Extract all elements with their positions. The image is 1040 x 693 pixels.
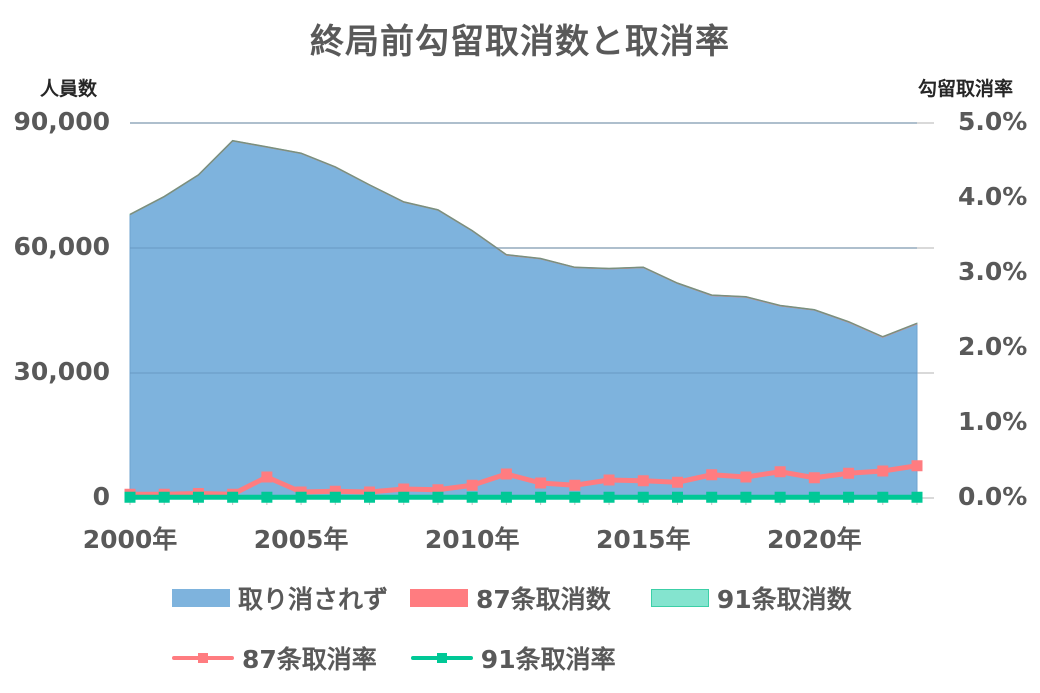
gridlines-overlay (130, 122, 917, 374)
chart-title: 終局前勾留取消数と取消率 (310, 22, 730, 62)
left-axis-tick: 30,000 (13, 357, 110, 386)
left-axis-tick: 90,000 (13, 107, 110, 136)
x-axis-tick: 2010年 (424, 525, 520, 554)
x-axis-tick: 2000年 (82, 525, 178, 554)
legend-item-91-count[interactable]: 91条取消数 (650, 580, 852, 616)
left-axis-title: 人員数 (40, 78, 98, 100)
line-series (124, 460, 923, 503)
line-marker-swatch-icon (172, 650, 234, 666)
area-series (129, 139, 918, 499)
right-axis-tick: 4.0% (958, 182, 1028, 211)
x-axis-tick: 2020年 (767, 525, 862, 554)
line-marker-swatch-icon (410, 650, 473, 666)
right-axis-tick: 1.0% (958, 407, 1028, 436)
area-swatch-icon (172, 589, 230, 607)
legend-item-87-rate[interactable]: 87条取消率 (172, 640, 377, 676)
legend-item-not-cancelled[interactable]: 取り消されず (172, 580, 388, 616)
right-axis-tick: 3.0% (958, 257, 1028, 286)
legend-row-2: 87条取消率 91条取消率 (172, 640, 638, 676)
area-0 (129, 140, 918, 499)
legend-row-1: 取り消されず 87条取消数 91条取消数 (172, 580, 874, 616)
line-0 (130, 463, 918, 497)
left-axis-tick: 60,000 (13, 232, 110, 261)
right-axis-tick: 5.0% (958, 107, 1028, 136)
legend-item-87-count[interactable]: 87条取消数 (410, 580, 611, 616)
area-swatch-icon (410, 589, 469, 607)
x-axis-tick: 2005年 (253, 525, 349, 554)
x-axis-tick: 2015年 (595, 525, 691, 554)
right-axis-tick: 2.0% (958, 332, 1028, 361)
left-axis-tick: 0 (92, 482, 110, 511)
legend-item-91-rate[interactable]: 91条取消率 (410, 640, 616, 676)
right-axis-tick: 0.0% (958, 482, 1028, 511)
area-swatch-icon (650, 589, 709, 607)
right-axis-title: 勾留取消率 (918, 78, 1014, 100)
